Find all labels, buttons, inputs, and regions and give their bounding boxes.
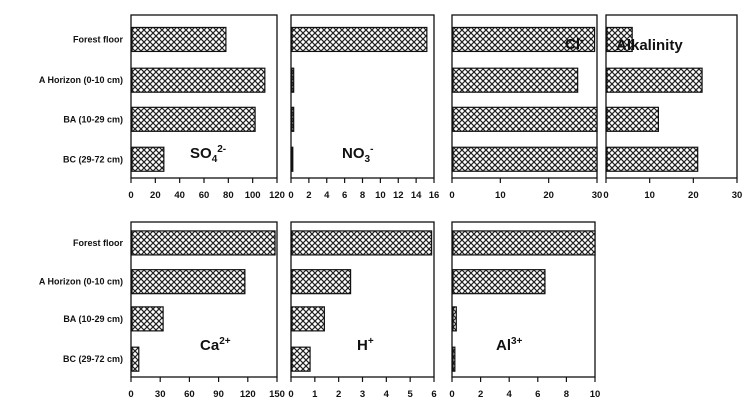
x-tick-label: 12 <box>393 190 404 201</box>
x-tick-label: 30 <box>592 190 603 201</box>
bar <box>291 106 295 132</box>
x-tick-label: 0 <box>449 190 454 201</box>
panel-6: 0 1 2 3 4 5 6 H+ <box>288 221 437 400</box>
panel-frame <box>451 14 598 179</box>
x-tick-label: 8 <box>564 389 569 400</box>
panel-label: Ca2+ <box>200 336 231 354</box>
x-tick-label: 80 <box>223 190 234 201</box>
row-label: BC (29-72 cm) <box>63 354 123 364</box>
x-tick-label: 2 <box>336 389 341 400</box>
bar <box>291 306 325 332</box>
x-tick-label: 40 <box>174 190 185 201</box>
bar <box>131 67 266 93</box>
x-tick-label: 16 <box>429 190 440 201</box>
bar <box>452 67 579 93</box>
x-tick-label: 2 <box>306 190 311 201</box>
panel-frame <box>130 221 278 378</box>
bar <box>606 67 703 93</box>
x-tick-label: 0 <box>603 190 608 201</box>
x-tick-label: 120 <box>240 389 256 400</box>
panel-label: SO42- <box>190 144 226 165</box>
bar <box>452 230 596 256</box>
x-tick-label: 60 <box>199 190 210 201</box>
x-tick-label: 90 <box>213 389 224 400</box>
bar <box>291 146 294 172</box>
bar <box>452 146 598 172</box>
x-tick-label: 0 <box>128 389 133 400</box>
x-tick-label: 4 <box>507 389 513 400</box>
x-tick-label: 150 <box>269 389 285 400</box>
x-tick-label: 30 <box>732 190 743 201</box>
row-label: A Horizon (0-10 cm) <box>39 277 123 287</box>
panel-label: Alkalinity <box>616 37 683 54</box>
row-label: BA (10-29 cm) <box>63 314 123 324</box>
bar <box>606 106 660 132</box>
x-tick-label: 4 <box>384 389 390 400</box>
x-tick-label: 8 <box>360 190 365 201</box>
bar <box>131 306 164 332</box>
panel-4: 0 10 20 30 Alkalinity <box>603 14 743 201</box>
bar <box>291 269 352 295</box>
bar <box>452 26 596 53</box>
panel-label: H+ <box>357 336 374 354</box>
x-tick-label: 6 <box>431 389 436 400</box>
panel-label: Al3+ <box>496 336 523 354</box>
bar <box>452 269 546 295</box>
bar <box>131 230 276 256</box>
bar <box>291 67 295 93</box>
panel-label: NO3- <box>342 144 373 165</box>
panel-frame <box>605 14 738 179</box>
panel-5: Forest floor A Horizon (0-10 cm) BA (10-29… <box>39 221 285 400</box>
panel-1: Forest floor A Horizon (0-10 cm) BA (10-29… <box>39 14 285 201</box>
x-tick-label: 10 <box>495 190 506 201</box>
bar <box>291 346 311 372</box>
bar <box>291 230 433 256</box>
panel-frame <box>451 221 596 378</box>
x-tick-label: 0 <box>128 190 133 201</box>
x-tick-label: 1 <box>312 389 318 400</box>
row-label: A Horizon (0-10 cm) <box>39 75 123 85</box>
bar <box>606 26 633 53</box>
x-tick-label: 10 <box>375 190 386 201</box>
row-label: BC (29-72 cm) <box>63 154 123 164</box>
panel-7: 0 2 4 6 8 10 Al3+ <box>449 221 601 400</box>
x-tick-label: 20 <box>688 190 699 201</box>
bar <box>291 26 428 53</box>
x-tick-label: 3 <box>360 389 365 400</box>
x-tick-label: 60 <box>184 389 195 400</box>
bar <box>452 346 456 372</box>
row-label: BA (10-29 cm) <box>63 114 123 124</box>
x-tick-label: 2 <box>478 389 483 400</box>
bar <box>452 106 598 132</box>
row-label: Forest floor <box>73 238 123 248</box>
x-tick-label: 0 <box>288 190 293 201</box>
x-tick-label: 120 <box>269 190 285 201</box>
x-tick-label: 4 <box>324 190 330 201</box>
bar <box>131 106 256 132</box>
x-tick-label: 0 <box>288 389 293 400</box>
bar <box>131 346 140 372</box>
x-tick-label: 6 <box>342 190 347 201</box>
x-tick-label: 30 <box>155 389 166 400</box>
row-label: Forest floor <box>73 34 123 44</box>
x-tick-label: 6 <box>535 389 540 400</box>
x-tick-label: 0 <box>449 389 454 400</box>
bar <box>131 26 227 53</box>
x-tick-label: 20 <box>150 190 161 201</box>
x-tick-label: 14 <box>411 190 422 201</box>
x-tick-label: 10 <box>590 389 601 400</box>
x-tick-label: 100 <box>245 190 261 201</box>
panel-2: 0 2 4 6 8 10 12 14 16 NO3- <box>288 14 440 201</box>
x-tick-label: 20 <box>543 190 554 201</box>
x-tick-label: 10 <box>644 190 655 201</box>
x-tick-label: 5 <box>408 389 414 400</box>
panel-label: Cl- <box>565 35 583 53</box>
bar <box>131 146 165 172</box>
bar <box>606 146 699 172</box>
bar <box>131 269 246 295</box>
panel-3: 0 10 20 30 Cl- <box>449 14 603 201</box>
bar <box>452 306 457 332</box>
